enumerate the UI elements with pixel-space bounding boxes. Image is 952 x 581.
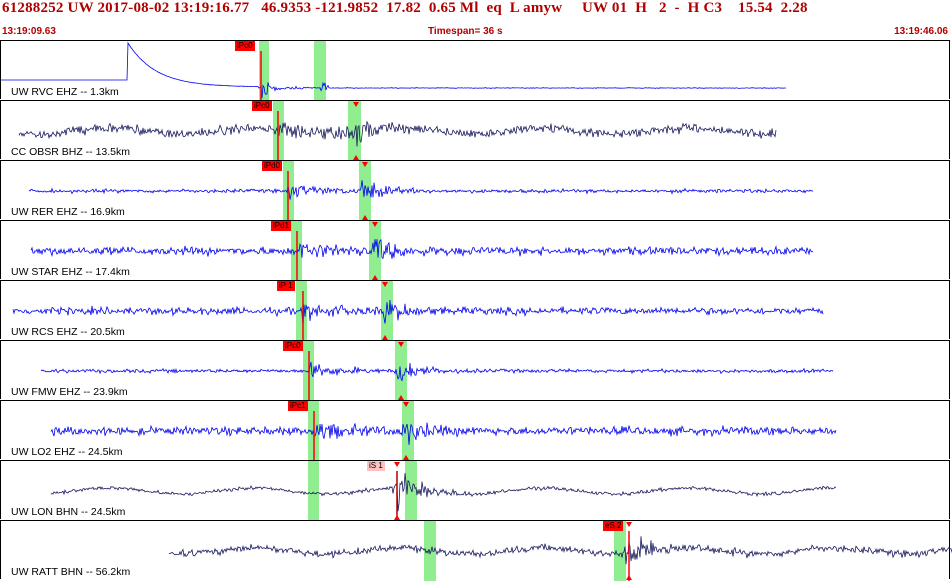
station-label: UW FMW EHZ -- 23.9km [11, 386, 128, 398]
phase-window [314, 41, 326, 101]
trace-panel[interactable]: iPc0 UW FMW EHZ -- 23.9km [0, 340, 951, 401]
seismogram-trace[interactable] [1, 101, 951, 161]
arrival-triangle-top [382, 282, 388, 287]
station-label: UW RATT BHN -- 56.2km [11, 566, 131, 578]
event-header: 61288252 UW 2017-08-02 13:19:16.77 46.93… [0, 0, 952, 40]
arrival-triangle-bottom [398, 395, 404, 400]
waveform-line [12, 299, 824, 327]
pick-label[interactable]: iS 1 [367, 461, 385, 471]
phase-window [405, 461, 417, 521]
phase-window [359, 161, 371, 221]
arrival-triangle-bottom [382, 335, 388, 340]
station-label: UW LON BHN -- 24.5km [11, 506, 126, 518]
event-summary-title: 61288252 UW 2017-08-02 13:19:16.77 46.93… [2, 0, 808, 16]
station-label: UW RCS EHZ -- 20.5km [11, 326, 125, 338]
phase-window [614, 521, 626, 581]
seismogram-trace[interactable] [1, 521, 952, 581]
pick-label[interactable]: iP 1 [277, 281, 295, 291]
phase-window [424, 521, 436, 581]
waveform-panels[interactable]: iPc0 UW RVC EHZ -- 1.3km iPc0 CC OBSR BHZ -… [0, 40, 952, 581]
phase-window [369, 221, 381, 281]
trace-panel[interactable]: iPc1 UW LO2 EHZ -- 24.5km [0, 400, 951, 461]
window-end-time: 13:19:46.06 [894, 26, 948, 37]
arrival-triangle-top [394, 462, 400, 467]
station-label: UW RVC EHZ -- 1.3km [11, 86, 119, 98]
arrival-triangle-top [372, 222, 378, 227]
pick-label[interactable]: iPc0 [252, 101, 272, 111]
pick-label[interactable]: iPc1 [288, 401, 308, 411]
arrival-triangle-bottom [626, 575, 632, 580]
arrival-triangle-bottom [372, 275, 378, 280]
pick-label[interactable]: iPc0 [235, 41, 255, 51]
waveform-line [1, 41, 787, 99]
waveform-line [50, 422, 837, 445]
arrival-triangle-top [403, 402, 409, 407]
arrival-triangle-top [353, 102, 359, 107]
trace-panel[interactable]: iPc0 CC OBSR BHZ -- 13.5km [0, 100, 951, 161]
seismogram-trace[interactable] [1, 401, 951, 461]
arrival-triangle-bottom [403, 455, 409, 460]
waveform-line [50, 472, 837, 512]
station-label: CC OBSR BHZ -- 13.5km [11, 146, 131, 158]
phase-window [259, 41, 269, 101]
phase-window [381, 281, 393, 341]
arrival-triangle-bottom [394, 515, 400, 520]
station-label: UW LO2 EHZ -- 24.5km [11, 446, 123, 458]
trace-panel[interactable]: iPd1 UW STAR EHZ -- 17.4km [0, 220, 951, 281]
arrival-triangle-bottom [353, 155, 359, 160]
trace-panel[interactable]: iP 1 UW RCS EHZ -- 20.5km [0, 280, 951, 341]
waveform-line [18, 120, 777, 147]
phase-window [308, 461, 319, 521]
timespan-readout: Timespan= 36 s [428, 26, 503, 37]
phase-window [395, 341, 407, 401]
pick-label[interactable]: iPd1 [271, 221, 292, 231]
seismogram-trace[interactable] [1, 161, 951, 221]
arrival-triangle-top [398, 342, 404, 347]
station-label: UW RER EHZ -- 16.9km [11, 206, 125, 218]
trace-panel[interactable]: iPc0 UW RVC EHZ -- 1.3km [0, 40, 951, 101]
seismogram-trace[interactable] [1, 341, 951, 401]
pick-label[interactable]: eS 2 [603, 521, 624, 531]
trace-panel[interactable]: iS 1 UW LON BHN -- 24.5km [0, 460, 951, 521]
pick-label[interactable]: iPc0 [283, 341, 303, 351]
arrival-triangle-bottom [362, 215, 368, 220]
pick-label[interactable]: iPd0 [262, 161, 283, 171]
trace-panel[interactable]: iPd0 UW RER EHZ -- 16.9km [0, 160, 951, 221]
window-start-time: 13:19:09.63 [2, 26, 56, 37]
seismogram-trace[interactable] [1, 41, 951, 101]
arrival-triangle-top [362, 162, 368, 167]
trace-panel[interactable]: eS 2 UW RATT BHN -- 56.2km [0, 520, 952, 581]
seismogram-trace[interactable] [1, 461, 951, 521]
waveform-line [30, 238, 814, 260]
seismogram-trace[interactable] [1, 221, 951, 281]
arrival-triangle-top [626, 522, 632, 527]
waveform-line [40, 361, 834, 382]
waveform-line [168, 536, 952, 565]
seismogram-trace[interactable] [1, 281, 951, 341]
station-label: UW STAR EHZ -- 17.4km [11, 266, 130, 278]
waveform-line [28, 180, 814, 200]
